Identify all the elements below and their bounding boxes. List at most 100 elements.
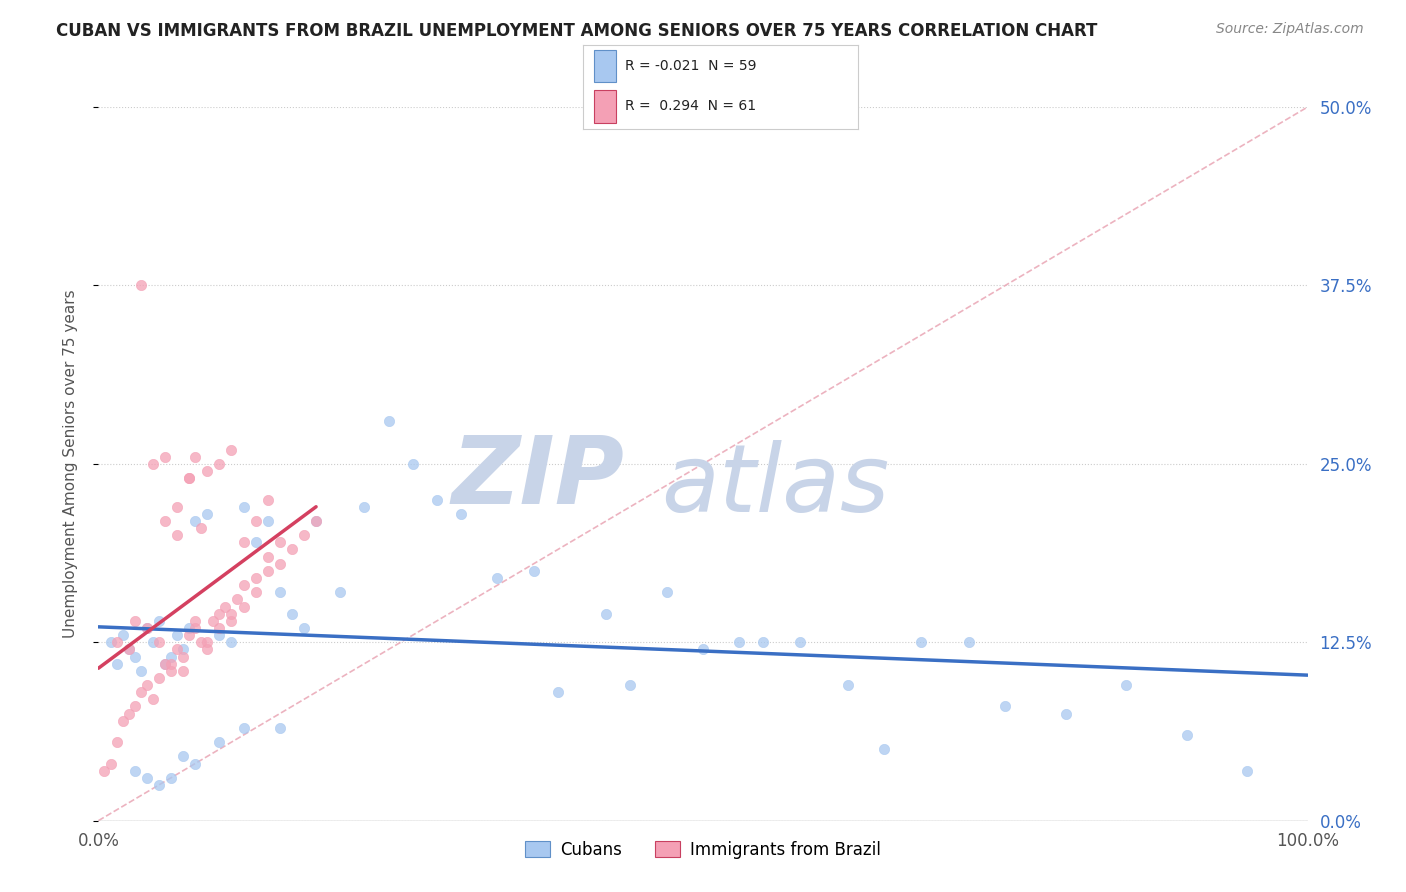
- Point: [910, 635, 932, 649]
- Point: [256, 549, 278, 564]
- Text: R = -0.021  N = 59: R = -0.021 N = 59: [624, 59, 756, 73]
- Point: [166, 642, 188, 657]
- Point: [184, 621, 207, 635]
- Point: [245, 571, 267, 585]
- Point: [221, 442, 243, 457]
- Point: [172, 749, 194, 764]
- Point: [208, 457, 231, 471]
- Point: [153, 514, 176, 528]
- Point: [208, 735, 231, 749]
- Point: [93, 764, 115, 778]
- Point: [142, 635, 165, 649]
- Point: [172, 649, 194, 664]
- Bar: [595, 90, 616, 122]
- Point: [148, 635, 170, 649]
- Point: [728, 635, 751, 649]
- Point: [129, 685, 152, 699]
- Point: [256, 514, 278, 528]
- Point: [214, 599, 236, 614]
- Point: [184, 514, 207, 528]
- Point: [190, 521, 212, 535]
- Text: CUBAN VS IMMIGRANTS FROM BRAZIL UNEMPLOYMENT AMONG SENIORS OVER 75 YEARS CORRELA: CUBAN VS IMMIGRANTS FROM BRAZIL UNEMPLOY…: [56, 22, 1098, 40]
- Point: [105, 735, 128, 749]
- Point: [305, 514, 328, 528]
- Point: [245, 514, 267, 528]
- Point: [221, 614, 243, 628]
- Point: [124, 699, 146, 714]
- Point: [153, 657, 176, 671]
- Point: [655, 585, 678, 599]
- Point: [619, 678, 641, 692]
- Point: [118, 642, 141, 657]
- Point: [195, 507, 218, 521]
- Point: [184, 756, 207, 771]
- Point: [179, 628, 201, 642]
- Point: [148, 778, 170, 792]
- Point: [789, 635, 811, 649]
- Point: [202, 614, 225, 628]
- Point: [208, 607, 231, 621]
- Point: [281, 542, 304, 557]
- Point: [245, 535, 267, 549]
- Point: [166, 528, 188, 542]
- Point: [232, 721, 254, 735]
- Point: [221, 607, 243, 621]
- Point: [208, 621, 231, 635]
- Point: [166, 500, 188, 514]
- Point: [172, 664, 194, 678]
- Point: [1236, 764, 1258, 778]
- Point: [305, 514, 328, 528]
- Point: [232, 500, 254, 514]
- Point: [402, 457, 425, 471]
- Point: [377, 414, 399, 428]
- Point: [153, 657, 176, 671]
- Point: [752, 635, 775, 649]
- Point: [153, 450, 176, 464]
- Point: [245, 585, 267, 599]
- Point: [292, 621, 315, 635]
- Point: [426, 492, 449, 507]
- Point: [873, 742, 896, 756]
- Point: [269, 535, 291, 549]
- Point: [595, 607, 617, 621]
- Point: [195, 635, 218, 649]
- Text: R =  0.294  N = 61: R = 0.294 N = 61: [624, 100, 756, 113]
- Point: [111, 628, 134, 642]
- Bar: [595, 50, 616, 82]
- Point: [124, 649, 146, 664]
- Y-axis label: Unemployment Among Seniors over 75 years: Unemployment Among Seniors over 75 years: [63, 290, 77, 638]
- Point: [269, 585, 291, 599]
- Point: [208, 628, 231, 642]
- Point: [124, 614, 146, 628]
- Text: Source: ZipAtlas.com: Source: ZipAtlas.com: [1216, 22, 1364, 37]
- Point: [166, 628, 188, 642]
- Point: [142, 457, 165, 471]
- Point: [105, 657, 128, 671]
- Point: [353, 500, 375, 514]
- Point: [190, 635, 212, 649]
- Point: [135, 621, 157, 635]
- Point: [281, 607, 304, 621]
- Text: atlas: atlas: [661, 440, 890, 531]
- Point: [100, 635, 122, 649]
- Point: [184, 450, 207, 464]
- Point: [118, 706, 141, 721]
- Point: [135, 771, 157, 785]
- Point: [160, 649, 183, 664]
- Point: [547, 685, 569, 699]
- Point: [292, 528, 315, 542]
- Point: [994, 699, 1017, 714]
- Point: [486, 571, 509, 585]
- Point: [160, 771, 183, 785]
- Point: [100, 756, 122, 771]
- Point: [179, 471, 201, 485]
- Point: [269, 557, 291, 571]
- Point: [256, 564, 278, 578]
- Point: [148, 671, 170, 685]
- Point: [160, 664, 183, 678]
- Point: [232, 599, 254, 614]
- Point: [172, 642, 194, 657]
- Point: [221, 635, 243, 649]
- Point: [118, 642, 141, 657]
- Point: [837, 678, 859, 692]
